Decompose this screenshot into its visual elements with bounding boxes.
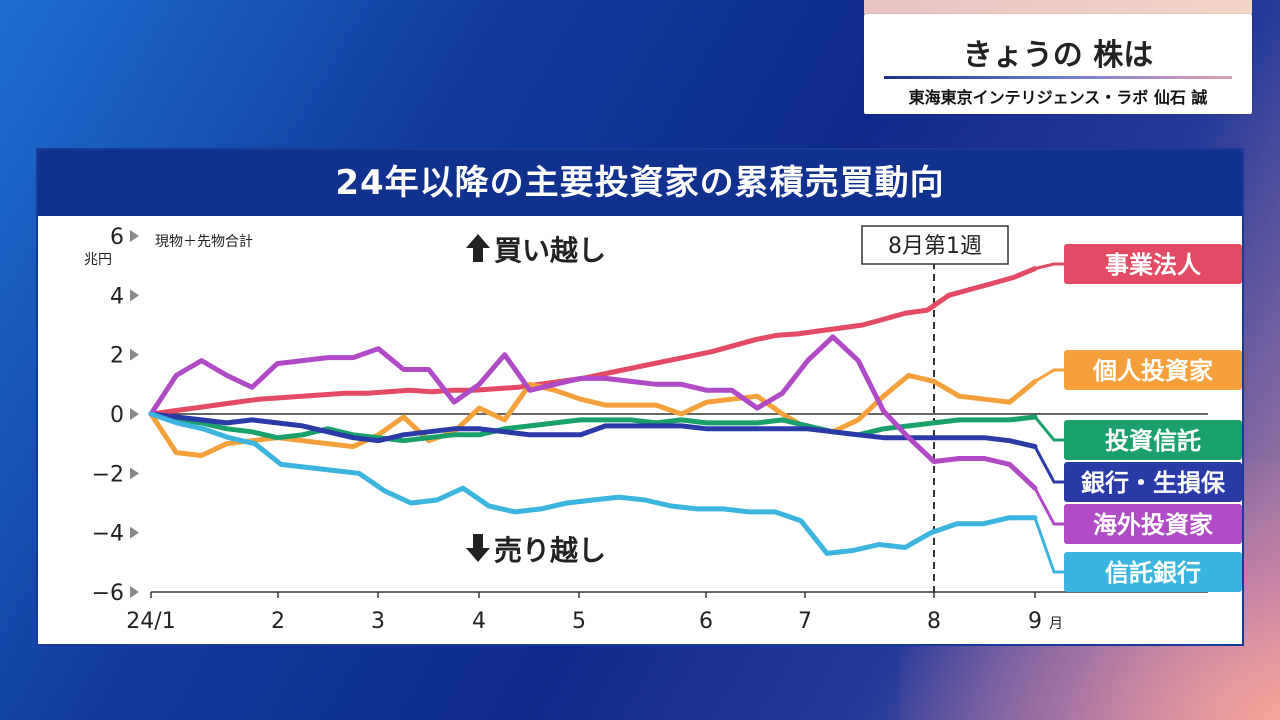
x-tick-label: 2 — [271, 609, 285, 634]
y-tick-arrow — [130, 586, 139, 598]
series-label-box — [1064, 420, 1242, 460]
x-tick-label: 4 — [472, 609, 486, 634]
series-label-box — [1064, 244, 1242, 284]
up-arrow-icon — [466, 234, 490, 262]
y-tick-label: −6 — [92, 581, 124, 606]
y-tick-label: 4 — [110, 284, 124, 309]
x-tick-label: 24/1 — [126, 609, 175, 634]
series-label-box — [1064, 462, 1242, 502]
buy-label: 買い越し — [494, 234, 606, 267]
series-line — [148, 334, 1038, 491]
caption-accent-bar — [864, 0, 1252, 14]
marker-box — [861, 225, 1009, 265]
series-label-box — [1064, 552, 1242, 592]
series-line — [148, 411, 1038, 450]
series-line — [148, 372, 1038, 458]
y-tick-label: 2 — [110, 344, 124, 369]
caption-divider — [884, 76, 1232, 79]
y-tick-arrow — [130, 526, 139, 539]
series-label: 海外投資家 — [1093, 511, 1213, 539]
series-line — [148, 266, 1038, 417]
x-tick-label: 7 — [798, 609, 812, 634]
x-tick-label: 9 — [1028, 609, 1042, 634]
series-label-box — [1064, 350, 1242, 390]
series-label: 信託銀行 — [1105, 559, 1201, 587]
series-label: 個人投資家 — [1092, 357, 1213, 385]
chart-title: 24年以降の主要投資家の累積売買動向 — [38, 150, 1242, 216]
y-tick-arrow — [130, 289, 139, 302]
series-connector — [1033, 487, 1066, 526]
x-tick-suffix: 月 — [1049, 616, 1063, 632]
line-chart: 6 4 2 0 −2 −4 −6 兆円 現物＋先物合計 24/1 2 3 4 5 6 7 8 9 月 8月第1週 買い越… — [84, 225, 1242, 634]
marker-label: 8月第1週 — [888, 234, 982, 259]
down-arrow-icon — [466, 534, 490, 562]
x-tick-label: 8 — [927, 609, 941, 634]
x-tick-label: 6 — [699, 609, 713, 634]
series-label-box — [1064, 504, 1242, 544]
y-tick-label: −2 — [92, 462, 124, 487]
y-tick-label: 6 — [110, 225, 124, 250]
chart-panel: 24年以降の主要投資家の累積売買動向 6 4 2 0 −2 −4 −6 兆円 現物＋先物合計 24… — [36, 148, 1244, 646]
y-unit-label: 兆円 — [84, 252, 112, 268]
sell-label: 売り越し — [494, 534, 606, 567]
y-tick-label: 0 — [110, 403, 124, 428]
x-tick-label: 5 — [572, 609, 586, 634]
caption-subtitle: 東海東京インテリジェンス・ラボ 仙石 誠 — [908, 88, 1208, 107]
caption-title: きょうの 株は — [962, 38, 1154, 73]
series-connector — [1033, 416, 1066, 442]
program-caption: きょうの 株は 東海東京インテリジェンス・ラボ 仙石 誠 — [864, 14, 1252, 114]
series-line — [148, 411, 1038, 444]
y-tick-arrow — [130, 230, 139, 242]
y-tick-arrow — [130, 467, 139, 480]
series-connector — [1033, 517, 1066, 574]
y-tick-label: −4 — [92, 522, 124, 547]
x-tick-label: 3 — [371, 609, 385, 634]
chart-note: 現物＋先物合計 — [155, 234, 253, 250]
series-label: 投資信託 — [1105, 427, 1201, 455]
series-connector — [1033, 445, 1066, 484]
y-tick-arrow — [130, 408, 139, 420]
series-label: 事業法人 — [1105, 251, 1201, 279]
series-line — [148, 411, 1038, 556]
series-connector — [1034, 262, 1066, 271]
series-label: 銀行・生損保 — [1081, 469, 1226, 497]
series-connector — [1034, 368, 1066, 383]
y-tick-arrow — [130, 348, 139, 361]
